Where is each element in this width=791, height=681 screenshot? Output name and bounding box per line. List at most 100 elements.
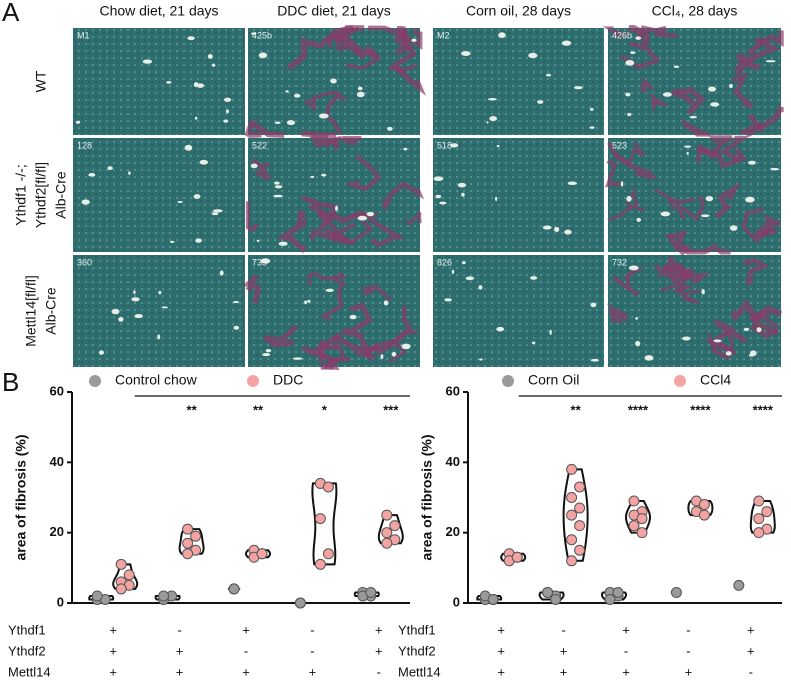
vessel (461, 261, 466, 265)
vessel (251, 32, 257, 35)
genotype-sign: - (686, 643, 690, 658)
fibrosis-band (308, 228, 349, 245)
histology-image: 128 (73, 138, 245, 252)
y-tick-label: 60 (50, 383, 64, 398)
vessel (212, 63, 216, 67)
y-tick-label: 20 (50, 524, 64, 539)
genotype-sign: + (109, 664, 117, 679)
fibrosis-band (660, 282, 701, 305)
histology-image: 522 (245, 135, 425, 254)
vessel (549, 329, 552, 335)
vessel (528, 52, 538, 59)
fibrosis-band (602, 26, 630, 41)
vessel (193, 194, 201, 199)
vessel (177, 200, 183, 204)
fibrosis-band (303, 90, 347, 113)
vessel (274, 185, 283, 189)
fibrosis-band (740, 122, 764, 137)
vessel (683, 145, 692, 148)
image-id: 739 (252, 257, 267, 267)
vessel (743, 327, 750, 331)
vessel (304, 300, 308, 305)
vessel (195, 238, 202, 243)
genotype-sign: + (497, 643, 505, 658)
fibrosis-band (245, 201, 260, 233)
vessel (184, 144, 193, 151)
vessel (307, 299, 311, 303)
vessel (644, 355, 654, 361)
fibrosis-band (310, 135, 340, 150)
data-point (733, 579, 745, 591)
histology-image: 732 (607, 255, 783, 367)
fibrosis-band (628, 25, 650, 47)
vessel (219, 270, 224, 276)
vessel (573, 86, 583, 90)
vessel (391, 351, 397, 357)
image-bg (608, 138, 781, 252)
image-id: 128 (77, 140, 92, 150)
data-point (604, 593, 616, 605)
data-point (381, 509, 393, 521)
vessel (465, 276, 475, 281)
image-bg (433, 28, 604, 135)
vessel (545, 73, 552, 77)
vessel (258, 52, 268, 59)
data-point (182, 537, 194, 549)
fibrosis-band (405, 211, 422, 227)
data-point (574, 502, 586, 514)
vessel (285, 90, 289, 93)
violin (476, 594, 503, 601)
vessel (286, 120, 296, 126)
y-tick-label: 40 (446, 454, 460, 469)
vessel (157, 334, 161, 340)
genotype-sign: + (497, 664, 505, 679)
significance: ** (253, 402, 264, 417)
vessel (158, 290, 162, 295)
vessel (225, 109, 229, 114)
genotype-sign: - (561, 622, 565, 637)
vessel (635, 36, 642, 40)
vessel (495, 196, 498, 201)
fibrosis-band (332, 28, 366, 60)
significance: *** (383, 402, 399, 417)
vessel (496, 144, 500, 148)
vessel (625, 60, 635, 66)
vessel (705, 196, 714, 202)
vessel (700, 214, 710, 218)
vessel (635, 340, 641, 347)
y-tick-label: 0 (453, 594, 460, 609)
data-point (574, 481, 586, 493)
vessel (728, 83, 733, 89)
fibrosis-band (741, 207, 773, 244)
vessel (636, 217, 642, 222)
vessel (590, 302, 597, 308)
vessel (128, 171, 131, 175)
violin (311, 482, 338, 566)
vessel (630, 51, 636, 55)
fibrosis-band (654, 188, 696, 210)
significance: **** (628, 402, 649, 417)
vessel (660, 211, 671, 217)
vessel (530, 276, 538, 280)
vessel (478, 285, 483, 290)
vessel (439, 201, 447, 205)
fibrosis-band (388, 64, 418, 75)
fibrosis-band (612, 265, 643, 297)
vessel (635, 316, 638, 320)
data-point (566, 555, 578, 567)
vessel (770, 167, 779, 171)
fibrosis-band (671, 87, 706, 116)
significance: **** (753, 402, 774, 417)
violin (353, 591, 380, 597)
vessel (554, 226, 560, 232)
vessel (590, 358, 600, 362)
violin (244, 549, 272, 559)
vessel (487, 98, 497, 101)
legend-label: Control chow (115, 372, 198, 388)
data-point (322, 548, 334, 560)
vessel (273, 194, 283, 198)
vessel (710, 102, 720, 107)
vessel (133, 290, 136, 295)
vessel (380, 354, 384, 360)
histology-image: 826 (433, 255, 604, 367)
